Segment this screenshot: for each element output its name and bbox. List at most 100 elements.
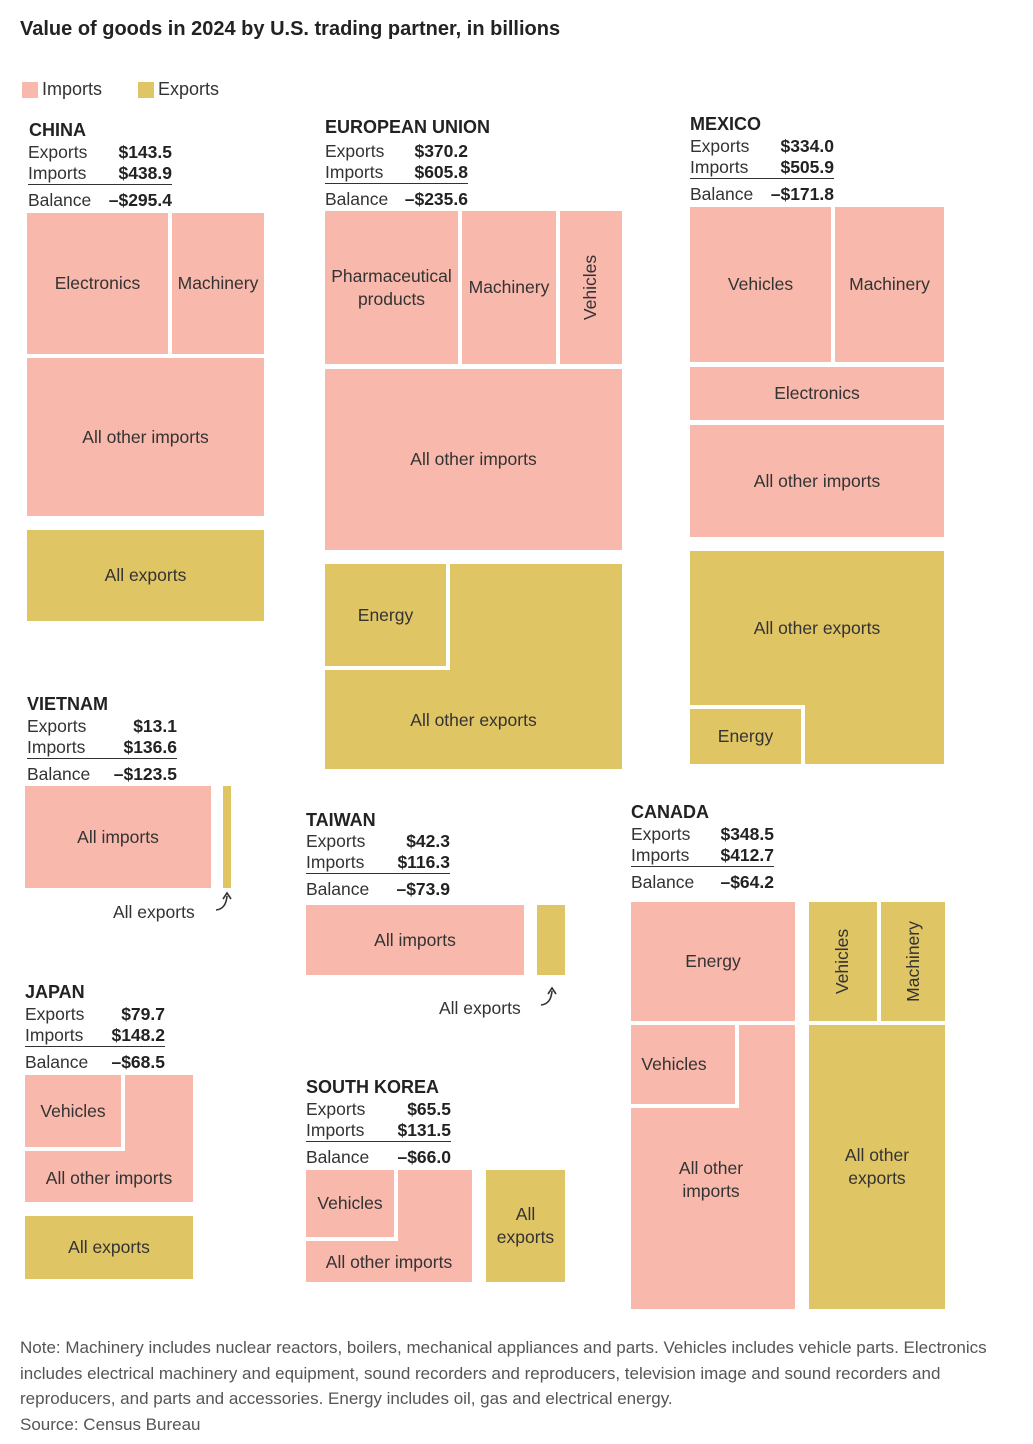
curved-arrow-icon bbox=[215, 891, 232, 911]
block-label: All exports bbox=[104, 565, 187, 585]
divider bbox=[325, 666, 450, 670]
import-block: All other imports bbox=[325, 369, 622, 550]
export-block-other bbox=[690, 551, 944, 764]
curved-arrow-icon bbox=[540, 986, 557, 1006]
block-label: All imports bbox=[374, 929, 456, 950]
import-block-label-area: All other imports bbox=[25, 1155, 193, 1202]
export-block: Machinery bbox=[881, 902, 945, 1021]
balance-label: Balance bbox=[25, 1052, 89, 1072]
block-label: Vehicles bbox=[641, 1054, 707, 1074]
imports-value: $412.7 bbox=[720, 845, 774, 865]
legend-exports-label: Exports bbox=[158, 79, 220, 99]
imports-value: $148.2 bbox=[111, 1025, 165, 1045]
import-block: Energy bbox=[631, 902, 795, 1021]
export-block-label-area: All other exports bbox=[690, 551, 944, 705]
import-block-other bbox=[25, 1075, 193, 1202]
export-block: All exports bbox=[486, 1170, 565, 1282]
balance-label: Balance bbox=[306, 879, 370, 899]
block-label: All exports bbox=[496, 1204, 555, 1247]
import-block: Vehicles bbox=[690, 207, 831, 362]
exports-value: $79.7 bbox=[121, 1004, 165, 1024]
import-block-label-area: All other imports bbox=[651, 1150, 771, 1210]
divider bbox=[25, 1147, 125, 1151]
block-label: All other imports bbox=[410, 449, 537, 469]
balance-value: –$123.5 bbox=[113, 764, 177, 784]
legend: Imports Exports bbox=[22, 79, 219, 100]
import-block: Pharmaceutical products bbox=[325, 211, 458, 364]
balance-label: Balance bbox=[28, 190, 92, 210]
export-block: Energy bbox=[325, 564, 446, 666]
imports-label: Imports bbox=[27, 737, 86, 757]
block-label: All other imports bbox=[45, 1168, 173, 1188]
legend-exports-swatch bbox=[138, 81, 155, 98]
block-label: All other imports bbox=[325, 1252, 453, 1272]
balance-label: Balance bbox=[306, 1147, 370, 1167]
note-text: Note: Machinery includes nuclear reactor… bbox=[20, 1338, 987, 1408]
block-label: Vehicles bbox=[580, 254, 601, 321]
import-block: All imports bbox=[306, 905, 524, 975]
imports-label: Imports bbox=[325, 162, 384, 182]
imports-label: Imports bbox=[306, 852, 365, 872]
balance-label: Balance bbox=[325, 189, 389, 209]
stats-block: Exports $13.1 Imports $136.6 Balance –$123.… bbox=[27, 716, 177, 785]
block-label: Machinery bbox=[849, 274, 930, 294]
balance-value: –$171.8 bbox=[770, 184, 834, 204]
block-label: Vehicles bbox=[727, 274, 794, 294]
import-block: All other imports bbox=[690, 425, 944, 537]
divider bbox=[306, 1237, 398, 1241]
import-block: Vehicles bbox=[25, 1075, 121, 1147]
imports-value: $136.6 bbox=[123, 737, 177, 757]
imports-value: $438.9 bbox=[118, 163, 172, 183]
import-block: Vehicles bbox=[560, 211, 622, 364]
import-block: Machinery bbox=[172, 213, 264, 354]
imports-label: Imports bbox=[690, 157, 749, 177]
imports-label: Imports bbox=[306, 1120, 365, 1140]
exports-label: Exports bbox=[690, 136, 750, 156]
balance-value: –$73.9 bbox=[396, 879, 450, 899]
block-label: Energy bbox=[717, 726, 774, 746]
export-annotation: All exports bbox=[113, 902, 195, 922]
imports-value: $116.3 bbox=[397, 852, 450, 872]
block-label: Vehicles bbox=[40, 1100, 106, 1121]
import-block: All other imports bbox=[27, 358, 264, 516]
exports-label: Exports bbox=[28, 142, 88, 162]
exports-value: $42.3 bbox=[406, 831, 450, 851]
divider bbox=[446, 564, 450, 670]
stats-block: Exports $370.2 Imports $605.8 Balance –$235… bbox=[325, 141, 468, 210]
export-block bbox=[223, 786, 231, 888]
imports-label: Imports bbox=[25, 1025, 84, 1045]
import-block-other bbox=[631, 1025, 795, 1309]
block-label: All exports bbox=[68, 1237, 150, 1257]
partner-name: MEXICO bbox=[690, 114, 762, 134]
exports-value: $65.5 bbox=[407, 1099, 451, 1119]
block-label: All imports bbox=[77, 826, 159, 847]
legend-imports-label: Imports bbox=[42, 79, 103, 99]
export-block: Energy bbox=[690, 709, 801, 764]
imports-value: $605.8 bbox=[414, 162, 468, 182]
import-block: Electronics bbox=[690, 367, 944, 420]
legend-imports-swatch bbox=[22, 81, 38, 98]
exports-label: Exports bbox=[631, 824, 691, 844]
export-annotation: All exports bbox=[439, 998, 521, 1018]
block-label: All other exports bbox=[410, 710, 537, 730]
partner-name: EUROPEAN UNION bbox=[325, 117, 491, 137]
exports-value: $370.2 bbox=[414, 141, 468, 161]
balance-label: Balance bbox=[27, 764, 91, 784]
footnote: Note: Machinery includes nuclear reactor… bbox=[20, 1335, 1020, 1437]
balance-value: –$295.4 bbox=[108, 190, 172, 210]
import-block: Electronics bbox=[27, 213, 168, 354]
partner-name: SOUTH KOREA bbox=[306, 1077, 440, 1097]
balance-value: –$235.6 bbox=[404, 189, 468, 209]
stats-block: Exports $42.3 Imports $116.3 Balance –$73.9 bbox=[306, 831, 450, 900]
exports-value: $143.5 bbox=[118, 142, 172, 162]
imports-label: Imports bbox=[631, 845, 690, 865]
exports-label: Exports bbox=[306, 831, 366, 851]
export-block: All exports bbox=[27, 530, 264, 621]
legend-imports: Imports bbox=[22, 79, 102, 100]
block-label: All other exports bbox=[753, 617, 881, 638]
divider bbox=[631, 1104, 739, 1108]
import-block: Vehicles bbox=[631, 1025, 717, 1104]
balance-label: Balance bbox=[690, 184, 754, 204]
stats-block: Exports $334.0 Imports $505.9 Balance –$171… bbox=[690, 136, 834, 205]
exports-label: Exports bbox=[325, 141, 385, 161]
